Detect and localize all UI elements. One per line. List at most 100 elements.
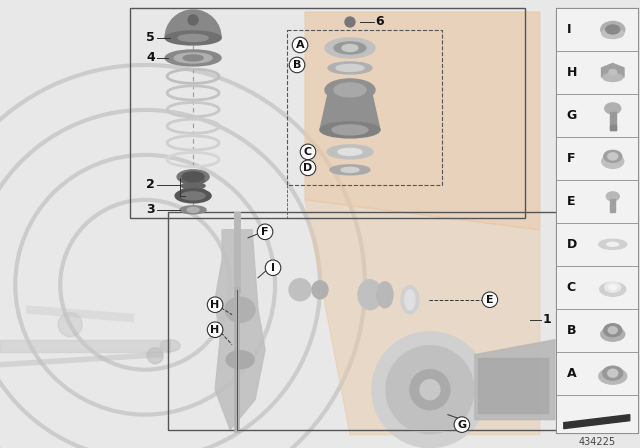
- Text: H: H: [567, 66, 577, 79]
- Text: C: C: [304, 147, 312, 157]
- Text: D: D: [567, 238, 577, 251]
- Bar: [610, 112, 616, 130]
- Ellipse shape: [181, 183, 205, 189]
- Text: 2: 2: [147, 178, 155, 191]
- Circle shape: [420, 379, 440, 400]
- Ellipse shape: [602, 29, 624, 39]
- Circle shape: [58, 313, 82, 337]
- Ellipse shape: [377, 282, 393, 308]
- Ellipse shape: [180, 206, 206, 214]
- Text: F: F: [567, 152, 575, 165]
- Polygon shape: [305, 12, 540, 230]
- Bar: [556, 309, 637, 352]
- Ellipse shape: [609, 69, 617, 75]
- Ellipse shape: [603, 73, 623, 82]
- Ellipse shape: [358, 280, 382, 310]
- Ellipse shape: [181, 188, 205, 194]
- Text: E: E: [567, 195, 575, 208]
- Polygon shape: [564, 415, 630, 429]
- Ellipse shape: [334, 42, 366, 54]
- Polygon shape: [602, 64, 624, 82]
- Ellipse shape: [336, 65, 364, 71]
- Bar: [611, 199, 615, 212]
- Text: 4: 4: [147, 52, 155, 65]
- Text: B: B: [293, 60, 301, 70]
- Ellipse shape: [330, 165, 370, 175]
- Ellipse shape: [603, 366, 623, 380]
- Bar: [287, 30, 442, 185]
- Bar: [556, 137, 637, 180]
- Circle shape: [372, 332, 488, 448]
- Ellipse shape: [325, 79, 375, 101]
- Ellipse shape: [604, 324, 621, 337]
- Bar: [478, 358, 548, 413]
- Ellipse shape: [608, 153, 618, 160]
- Ellipse shape: [177, 170, 209, 184]
- Text: I: I: [567, 23, 572, 36]
- Text: H: H: [211, 300, 220, 310]
- Text: A: A: [296, 40, 305, 50]
- Ellipse shape: [608, 369, 618, 377]
- Ellipse shape: [165, 31, 221, 45]
- Bar: [556, 8, 637, 51]
- Bar: [556, 266, 637, 309]
- Polygon shape: [305, 200, 540, 435]
- Ellipse shape: [312, 281, 328, 299]
- Text: 5: 5: [147, 31, 155, 44]
- Wedge shape: [165, 10, 221, 38]
- Ellipse shape: [289, 279, 311, 301]
- Ellipse shape: [328, 62, 372, 74]
- Circle shape: [147, 348, 163, 364]
- Ellipse shape: [325, 38, 375, 58]
- Ellipse shape: [165, 50, 221, 66]
- Text: I: I: [271, 263, 275, 273]
- Ellipse shape: [605, 25, 620, 34]
- Ellipse shape: [600, 282, 626, 296]
- Ellipse shape: [405, 290, 415, 310]
- Ellipse shape: [605, 282, 621, 292]
- Ellipse shape: [332, 125, 368, 135]
- Ellipse shape: [608, 327, 617, 334]
- Circle shape: [410, 370, 450, 409]
- Ellipse shape: [602, 155, 624, 168]
- Ellipse shape: [338, 148, 362, 155]
- Ellipse shape: [183, 55, 203, 61]
- Bar: [556, 352, 637, 395]
- Ellipse shape: [181, 178, 205, 184]
- Ellipse shape: [174, 53, 212, 63]
- Text: D: D: [303, 163, 312, 173]
- Ellipse shape: [606, 192, 620, 201]
- Ellipse shape: [599, 239, 627, 249]
- Text: C: C: [567, 281, 576, 294]
- Text: H: H: [211, 325, 220, 335]
- Ellipse shape: [342, 44, 358, 52]
- Polygon shape: [320, 85, 380, 130]
- Ellipse shape: [401, 286, 419, 314]
- Ellipse shape: [225, 297, 255, 322]
- Bar: [556, 94, 637, 137]
- Bar: [556, 180, 637, 223]
- Ellipse shape: [334, 83, 366, 97]
- Ellipse shape: [601, 327, 625, 341]
- Bar: [130, 8, 525, 218]
- Circle shape: [345, 17, 355, 27]
- Bar: [0, 340, 170, 352]
- Ellipse shape: [178, 34, 208, 42]
- Ellipse shape: [160, 340, 180, 352]
- Ellipse shape: [607, 242, 619, 246]
- Polygon shape: [215, 230, 265, 430]
- Ellipse shape: [181, 192, 205, 200]
- Text: 6: 6: [375, 16, 383, 29]
- Text: 1: 1: [543, 313, 552, 326]
- Ellipse shape: [341, 168, 359, 172]
- Ellipse shape: [226, 351, 254, 369]
- Circle shape: [386, 346, 474, 434]
- Ellipse shape: [604, 151, 621, 162]
- Ellipse shape: [187, 207, 199, 212]
- Bar: [556, 223, 637, 266]
- Ellipse shape: [175, 189, 211, 203]
- Polygon shape: [475, 340, 555, 420]
- Ellipse shape: [605, 103, 621, 114]
- Bar: [556, 51, 637, 94]
- Bar: [556, 395, 637, 433]
